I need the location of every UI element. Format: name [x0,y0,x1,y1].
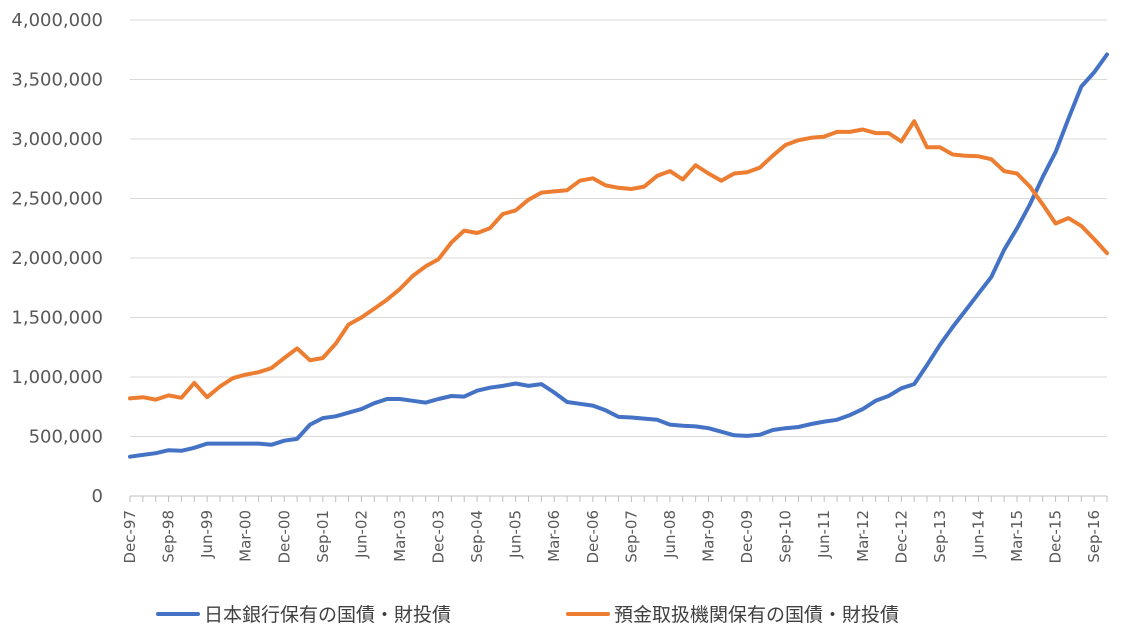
series-lines [128,52,1109,459]
y-tick-label: 3,500,000 [11,70,103,91]
y-tick-label: 0 [92,486,103,507]
y-axis-tick-labels: 0 500,000 1,000,000 1,500,000 2,000,000 2,500… [11,10,103,507]
x-tick-label: Sep-01 [314,510,332,563]
x-axis-tick-labels: Dec-97 Sep-98 Jun-99 Mar-00 Dec-00 Sep-01 Jun-… [121,510,1103,564]
x-tick-label: Sep-16 [1085,510,1103,563]
y-tick-label: 2,500,000 [11,189,103,210]
x-tick-label: Mar-12 [854,510,872,562]
legend-label: 日本銀行保有の国債・財投債 [204,604,451,626]
x-tick-label: Mar-03 [391,510,409,562]
x-tick-label: Mar-15 [1008,510,1026,562]
y-tick-label: 4,000,000 [11,10,103,31]
x-tick-label: Jun-02 [352,510,370,559]
legend-label: 預金取扱機関保有の国債・財投債 [614,604,899,626]
x-tick-label: Mar-06 [545,510,563,562]
gridlines [130,19,1107,437]
x-tick-label: Sep-13 [931,510,949,563]
y-tick-label: 1,500,000 [11,308,103,329]
x-tick-label: Mar-09 [699,510,717,562]
x-tick-label: Sep-07 [622,510,640,563]
x-tick-label: Dec-00 [275,510,293,564]
x-tick-label: Dec-03 [430,510,448,564]
y-tick-label: 2,000,000 [11,248,103,269]
x-axis-tick-marks [129,496,1108,502]
x-tick-label: Jun-05 [507,510,525,559]
x-tick-label: Sep-10 [777,510,795,563]
x-tick-label: Dec-97 [121,510,139,564]
x-tick-label: Sep-98 [160,510,178,563]
x-tick-label: Jun-08 [661,510,679,559]
y-tick-label: 500,000 [29,427,103,448]
x-tick-label: Dec-09 [738,510,756,564]
x-tick-label: Jun-99 [198,510,216,559]
x-tick-label: Jun-11 [815,510,833,559]
y-tick-label: 3,000,000 [11,129,103,150]
x-tick-label: Dec-15 [1047,510,1065,564]
x-tick-label: Dec-06 [584,510,602,564]
y-tick-label: 1,000,000 [11,367,103,388]
x-tick-label: Sep-04 [468,510,486,563]
x-tick-label: Dec-12 [892,510,910,564]
legend: 日本銀行保有の国債・財投債 預金取扱機関保有の国債・財投債 [156,604,899,626]
series-line-2 [128,119,1109,402]
x-tick-label: Jun-14 [969,510,987,559]
series-line-1 [128,52,1109,459]
x-tick-label: Mar-00 [237,510,255,562]
